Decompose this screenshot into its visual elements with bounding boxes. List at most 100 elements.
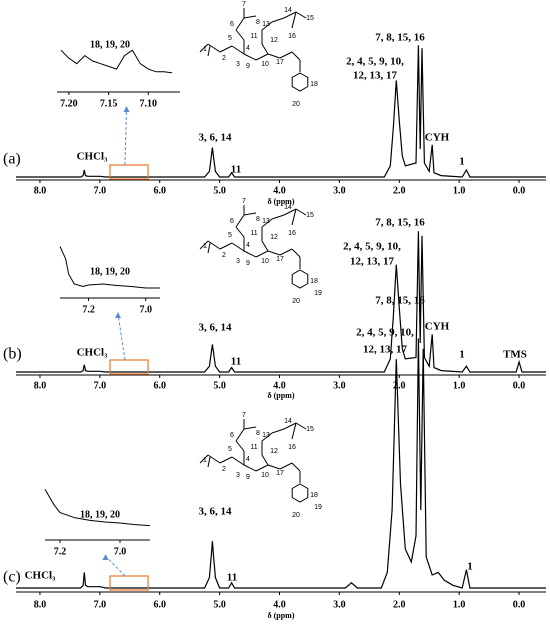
bond <box>207 45 211 57</box>
peak-label: CHCl₃ <box>77 347 109 359</box>
inset-line <box>44 488 151 527</box>
atom-label: 3 <box>236 472 240 479</box>
atom-label: 13 <box>262 432 270 439</box>
atom-label: 5 <box>228 232 232 239</box>
bond <box>279 248 293 256</box>
atom-label: 13 <box>262 21 270 28</box>
inset-label: 18, 19, 20 <box>90 39 130 50</box>
bond <box>235 29 245 41</box>
phenyl-ring <box>291 269 309 289</box>
bond <box>219 242 233 250</box>
atom-label: 2 <box>222 55 226 62</box>
bond <box>231 45 245 55</box>
x-tick-label: 0.0 <box>513 380 526 391</box>
bond <box>261 218 273 228</box>
atom-label: 8 <box>256 430 260 437</box>
atom-label: 6 <box>230 432 234 439</box>
bond <box>235 214 245 228</box>
bond <box>261 454 269 466</box>
x-tick-label: 4.0 <box>273 185 286 196</box>
bond <box>291 51 301 61</box>
atom-label: 7 <box>242 1 246 8</box>
x-tick-label: 5.0 <box>213 185 226 196</box>
atom-label: 5 <box>228 446 232 453</box>
bond <box>243 426 257 430</box>
x-tick-label: 1.0 <box>453 185 466 196</box>
panel-label: (c) <box>3 569 21 586</box>
highlight-box <box>109 359 149 375</box>
atom-label: 16 <box>288 33 296 40</box>
atom-label: 14 <box>284 204 292 211</box>
peak-label: 2, 4, 5, 9, 10, <box>356 327 414 339</box>
x-tick-label: 8.0 <box>34 380 47 391</box>
x-tick-label: 8.0 <box>34 185 47 196</box>
x-tick-label: 1.0 <box>453 380 466 391</box>
peak-label: CYH <box>425 132 450 144</box>
bond <box>199 454 209 464</box>
bond <box>235 440 245 452</box>
bond <box>235 428 245 442</box>
arrow-head <box>115 312 121 318</box>
arrow-head <box>123 106 130 112</box>
x-tick-label: 4.0 <box>273 599 286 610</box>
atom-label: 11 <box>250 230 257 237</box>
atom-label: 14 <box>284 418 292 425</box>
atom-label: 6 <box>230 218 234 225</box>
bond <box>243 250 257 258</box>
x-tick-label: 6.0 <box>153 599 166 610</box>
atom-label: 17 <box>276 59 284 66</box>
inset-tick-label: 7.20 <box>60 98 78 109</box>
atom-label: 11 <box>250 33 257 40</box>
bond <box>295 208 307 216</box>
peak-label: 1 <box>459 349 465 361</box>
phenyl-ring <box>291 483 309 503</box>
peak-label: 11 <box>231 356 241 368</box>
bond <box>235 17 245 31</box>
bond <box>231 242 245 252</box>
atom-label: 8 <box>256 216 260 223</box>
peak-label: 7, 8, 15, 16 <box>375 32 425 44</box>
x-tick-label: 3.0 <box>333 185 346 196</box>
x-axis-label: δ (ppm) <box>267 391 294 400</box>
bond <box>255 53 269 61</box>
inset-tick-label: 7.10 <box>140 98 158 109</box>
atom-label: 4 <box>246 45 250 52</box>
atom-label: 4 <box>246 242 250 249</box>
x-tick-label: 2.0 <box>393 599 406 610</box>
x-tick-label: 7.0 <box>94 380 107 391</box>
bond <box>207 456 211 468</box>
inset-label: 18, 19, 20 <box>90 266 130 277</box>
atom-label: 20 <box>292 101 300 108</box>
peak-label: 2, 4, 5, 9, 10, <box>343 241 401 253</box>
bond <box>261 432 273 442</box>
bond <box>271 214 285 220</box>
bond <box>243 15 257 19</box>
atom-label: 16 <box>288 230 296 237</box>
atom-label: 13 <box>262 218 270 225</box>
panel-label: (a) <box>3 151 21 168</box>
inset-line <box>59 246 160 289</box>
atom-label: 5 <box>228 35 232 42</box>
bond <box>207 454 221 464</box>
inset-line <box>60 49 173 74</box>
bond <box>261 43 269 55</box>
atom-label: 14 <box>284 7 292 14</box>
atom-label: 10 <box>261 258 269 265</box>
x-axis-label: δ (ppm) <box>267 197 294 206</box>
atom-label: 12 <box>270 234 278 241</box>
peak-label: 12, 13, 17 <box>363 344 408 356</box>
peak-label: 3, 6, 14 <box>199 322 233 334</box>
atom-label: 4 <box>246 456 250 463</box>
inset-tick-label: 7.2 <box>54 546 67 557</box>
arrow <box>117 313 126 361</box>
atom-label: 6 <box>230 21 234 28</box>
peak-label: 2, 4, 5, 9, 10, <box>346 56 404 68</box>
bond <box>291 248 301 258</box>
x-tick-label: 1.0 <box>453 599 466 610</box>
atom-label: 17 <box>276 256 284 263</box>
x-tick-label: 2.0 <box>393 185 406 196</box>
x-tick-label: 2.0 <box>393 380 406 391</box>
x-tick-label: 5.0 <box>213 380 226 391</box>
bond <box>243 212 257 216</box>
peak-label: 1 <box>467 561 473 573</box>
